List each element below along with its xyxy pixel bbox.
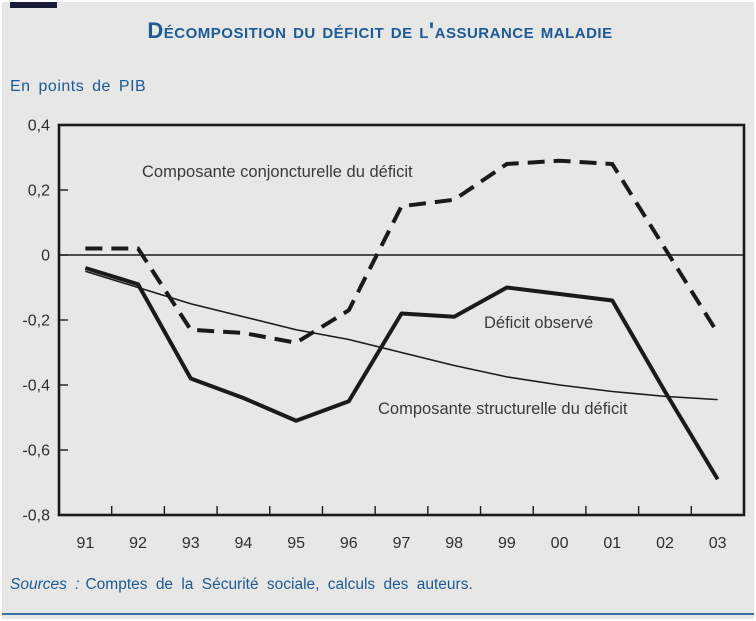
x-tick-label: 98 [445,535,463,552]
x-tick-label: 99 [498,535,516,552]
x-tick-label: 03 [709,535,727,552]
series-label-deficit-observe: Déficit observé [484,314,594,332]
bottom-divider [2,613,754,615]
y-tick-label: -0,6 [22,443,50,460]
x-tick-label: 96 [340,535,358,552]
y-axis-unit-label: En points de PIB [10,78,147,95]
source-prefix: Sources : [10,576,80,593]
y-tick-label: 0,2 [28,183,50,200]
y-tick-label: -0,2 [22,313,50,330]
x-tick-label: 01 [603,535,621,552]
x-tick-label: 93 [182,535,200,552]
x-tick-label: 02 [656,535,674,552]
series-line-dashed-thick [85,158,720,345]
x-tick-label: 91 [76,535,94,552]
y-tick-label: 0 [41,248,50,265]
x-tick-label: 97 [393,535,411,552]
source-note: Sources : Comptes de la Sécurité sociale,… [10,576,473,594]
plot-frame [57,123,746,517]
source-text: Comptes de la Sécurité sociale, calculs … [85,576,473,593]
y-tick-label: 0,4 [28,118,50,135]
series-label-structurelle: Composante structurelle du déficit [378,400,628,418]
y-tick-label: -0,8 [22,508,50,525]
x-tick-label: 92 [129,535,147,552]
x-tick-label: 94 [235,535,253,552]
top-left-mark [10,2,57,8]
chart-title: Décomposition du déficit de l'assurance … [147,18,613,43]
series-line-solid-thick [84,266,720,481]
y-tick-label: -0,4 [22,378,50,395]
series-label-conjoncturelle: Composante conjoncturelle du déficit [142,163,413,181]
series-line-solid-thin [85,270,718,401]
x-tick-label: 00 [551,535,569,552]
x-tick-label: 95 [287,535,305,552]
